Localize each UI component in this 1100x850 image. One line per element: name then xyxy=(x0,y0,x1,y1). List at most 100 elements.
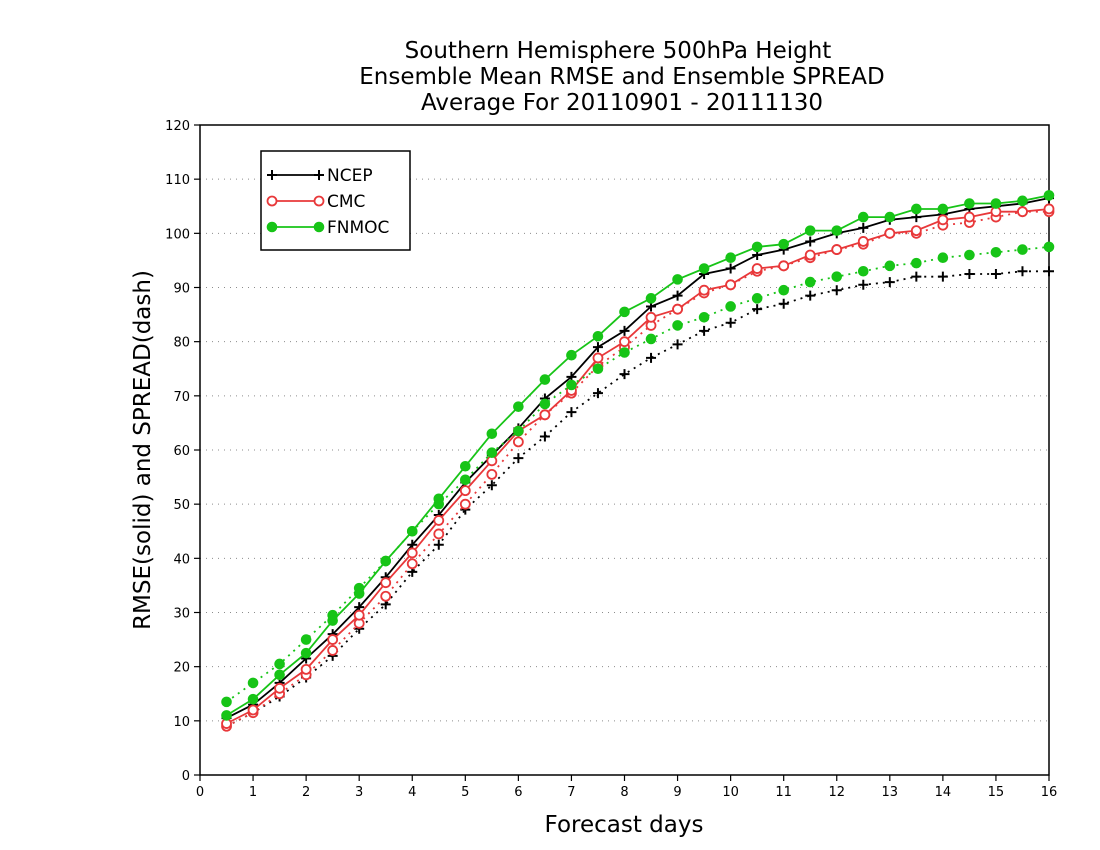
legend-marker-cmc xyxy=(266,195,278,207)
series-fnmoc-rmse-point xyxy=(353,588,365,599)
series-cmc-spread-point xyxy=(512,436,524,448)
series-fnmoc-rmse-point xyxy=(804,225,816,236)
series-cmc-rmse-point xyxy=(406,547,418,559)
series-cmc-rmse-point xyxy=(910,225,922,237)
series-fnmoc-spread-point xyxy=(247,677,259,689)
chart-title-line-2: Ensemble Mean RMSE and Ensemble SPREAD xyxy=(359,64,884,90)
series-fnmoc-rmse-point xyxy=(698,263,710,274)
series-fnmoc-rmse-point xyxy=(1017,195,1028,207)
series-fnmoc-rmse-point xyxy=(566,349,577,361)
series-cmc-spread-point xyxy=(459,498,471,510)
series-fnmoc-spread-point xyxy=(672,320,683,331)
series-cmc-rmse-point xyxy=(964,211,975,223)
series-fnmoc-spread-point xyxy=(539,398,551,410)
x-tick-label: 9 xyxy=(673,785,681,800)
series-fnmoc-rmse-point xyxy=(513,401,524,412)
series-fnmoc-spread-point xyxy=(964,249,975,261)
series-cmc-rmse-point xyxy=(831,244,843,255)
legend: NCEP CMC FNMOC xyxy=(260,150,411,251)
series-layer xyxy=(221,190,1055,732)
series-cmc-spread-line xyxy=(226,210,1049,728)
series-ncep-spread-point xyxy=(911,271,922,282)
series-fnmoc-spread-point xyxy=(751,293,763,304)
chart-title-line-1: Southern Hemisphere 500hPa Height xyxy=(405,38,832,64)
series-ncep-spread-point xyxy=(539,431,550,442)
series-ncep-rmse-point xyxy=(592,342,603,353)
series-ncep-rmse-point xyxy=(725,263,736,274)
series-cmc-rmse-point xyxy=(380,577,392,589)
series-fnmoc-rmse-point xyxy=(937,203,949,215)
series-fnmoc-rmse-point xyxy=(274,669,285,681)
legend-marker-ncep xyxy=(314,170,324,180)
series-ncep-spread-point xyxy=(805,290,816,301)
series-fnmoc-rmse-point xyxy=(672,274,683,285)
series-fnmoc-rmse-point xyxy=(911,203,922,215)
series-cmc-rmse-point xyxy=(619,336,630,348)
series-fnmoc-rmse-point xyxy=(964,198,975,209)
series-ncep-spread-point xyxy=(937,271,948,282)
series-cmc-spread-point xyxy=(406,558,418,570)
series-ncep-spread-point xyxy=(1017,266,1028,277)
series-ncep-spread-point xyxy=(831,285,842,296)
series-fnmoc-spread-point xyxy=(884,260,896,272)
series-fnmoc-spread-point xyxy=(513,425,524,437)
y-tick-label: 80 xyxy=(173,336,190,351)
x-tick-label: 12 xyxy=(828,785,845,800)
x-tick-label: 4 xyxy=(408,785,416,800)
series-cmc xyxy=(221,203,1055,732)
y-tick-label: 20 xyxy=(173,661,190,676)
series-ncep-spread-point xyxy=(725,317,736,328)
x-tick-label: 14 xyxy=(935,785,952,800)
series-fnmoc xyxy=(221,190,1055,721)
x-axis-label: Forecast days xyxy=(545,812,704,838)
series-fnmoc-rmse-point xyxy=(486,428,498,440)
series-cmc-rmse-point xyxy=(884,227,896,239)
legend-marker-cmc xyxy=(313,195,325,207)
series-ncep-spread-point xyxy=(646,352,657,363)
series-fnmoc-spread-point xyxy=(460,474,471,486)
series-fnmoc-rmse-point xyxy=(751,241,763,253)
series-ncep-spread-point xyxy=(486,480,497,491)
series-cmc-rmse-point xyxy=(937,214,949,226)
series-fnmoc-rmse-point xyxy=(327,615,338,626)
series-cmc-rmse-point xyxy=(592,352,604,364)
series-fnmoc-rmse-point xyxy=(884,211,896,223)
x-tick-label: 15 xyxy=(988,785,1005,800)
series-fnmoc-spread-point xyxy=(645,333,657,345)
series-fnmoc-spread-point xyxy=(1017,244,1028,255)
series-fnmoc-rmse-point xyxy=(831,225,843,236)
series-ncep xyxy=(221,193,1054,732)
series-fnmoc-spread-point xyxy=(274,658,285,670)
series-fnmoc-rmse-point xyxy=(406,525,418,537)
series-fnmoc-spread-point xyxy=(911,257,922,269)
x-tick-label: 5 xyxy=(461,785,469,800)
series-fnmoc-rmse-point xyxy=(619,306,630,318)
series-fnmoc-spread-point xyxy=(592,363,604,375)
x-tick-label: 0 xyxy=(196,785,204,800)
series-cmc-rmse-point xyxy=(645,311,657,323)
x-tick-label: 13 xyxy=(882,785,899,800)
series-fnmoc-rmse-point xyxy=(1043,190,1055,201)
series-fnmoc-rmse-line xyxy=(226,194,1050,717)
series-cmc-rmse-point xyxy=(539,409,551,421)
legend-label-cmc: CMC xyxy=(327,192,365,212)
series-fnmoc-rmse-point xyxy=(380,555,392,567)
y-tick-label: 70 xyxy=(173,390,190,405)
series-fnmoc-spread-point xyxy=(486,447,498,459)
series-ncep-spread-line xyxy=(226,270,1049,728)
series-cmc-rmse-point xyxy=(327,634,339,645)
y-tick-label: 60 xyxy=(173,444,190,459)
series-cmc-rmse-point xyxy=(1043,203,1055,215)
x-tick-label: 7 xyxy=(567,785,575,800)
series-fnmoc-spread-point xyxy=(221,696,232,708)
series-fnmoc-rmse-point xyxy=(460,460,471,472)
legend-marker-fnmoc xyxy=(266,221,278,233)
series-fnmoc-rmse-point xyxy=(539,374,551,385)
legend-marker-fnmoc xyxy=(313,221,325,233)
series-cmc-spread-point xyxy=(486,468,498,480)
series-fnmoc-spread-point xyxy=(1043,241,1055,253)
series-cmc-rmse-point xyxy=(778,260,790,272)
series-fnmoc-spread-point xyxy=(725,301,736,312)
